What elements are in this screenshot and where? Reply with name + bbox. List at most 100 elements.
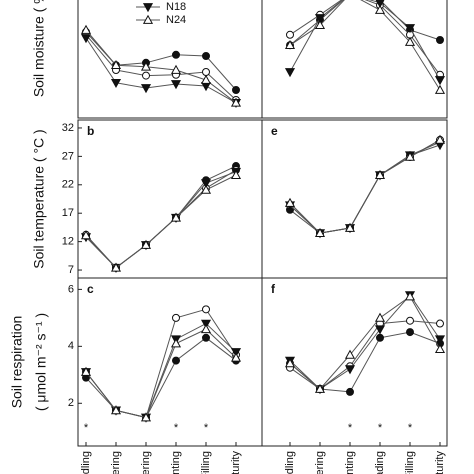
marker — [286, 30, 294, 39]
y-tick-label: 22 — [62, 179, 74, 191]
marker — [374, 169, 386, 179]
series-line — [289, 144, 441, 234]
y-axis-label: Soil temperature ( °C ) — [31, 129, 47, 268]
marker — [200, 324, 212, 334]
panel-letter: c — [87, 282, 94, 296]
marker — [374, 4, 386, 14]
x-tick-label: Heading — [374, 451, 386, 474]
panel-frame — [77, 119, 263, 279]
marker — [230, 169, 242, 179]
panel-letter: b — [87, 124, 94, 138]
marker — [404, 151, 416, 161]
marker — [314, 19, 326, 30]
y-tick-label: 4 — [68, 340, 74, 352]
significance-star: * — [378, 422, 383, 434]
marker — [110, 405, 122, 415]
marker — [142, 3, 154, 13]
marker — [434, 76, 446, 86]
marker — [202, 68, 210, 76]
x-tick-label: Tillering — [314, 451, 326, 474]
marker — [172, 313, 180, 322]
series-line — [85, 174, 237, 269]
panel-frame — [261, 0, 448, 119]
panel-letter: e — [271, 124, 278, 138]
x-tick-label: Jointing — [170, 451, 182, 474]
series-line — [85, 29, 237, 104]
marker — [434, 84, 446, 94]
series-line — [289, 320, 441, 390]
marker — [140, 412, 152, 422]
marker — [110, 262, 122, 272]
series-line — [289, 0, 441, 91]
y-tick-label: 7 — [68, 264, 74, 276]
marker — [436, 36, 444, 44]
significance-star: * — [348, 422, 353, 434]
marker — [284, 68, 296, 78]
y-axis-label: Soil moisture ( % ) — [31, 0, 47, 97]
marker — [404, 36, 416, 46]
series-line — [85, 37, 237, 104]
marker — [230, 97, 242, 107]
marker — [374, 312, 386, 322]
marker — [375, 0, 385, 9]
series-line — [85, 165, 237, 269]
x-tick-label: Filling — [404, 451, 416, 474]
marker — [284, 197, 296, 207]
marker — [80, 34, 92, 44]
series-line — [85, 328, 237, 419]
y-tick-label: 32 — [62, 122, 74, 134]
marker — [284, 358, 296, 368]
series-line — [289, 139, 441, 234]
marker — [80, 366, 92, 376]
y-tick-label: 12 — [62, 236, 74, 248]
marker — [346, 387, 354, 396]
marker — [110, 59, 122, 70]
marker — [140, 84, 152, 94]
marker — [200, 74, 212, 84]
marker — [344, 365, 356, 375]
marker — [170, 64, 182, 74]
x-tick-label: Seedling — [80, 451, 92, 474]
y-tick-label: 2 — [68, 397, 74, 409]
marker — [230, 352, 242, 362]
series-line — [85, 34, 237, 101]
marker — [140, 239, 152, 249]
marker — [200, 179, 212, 189]
series-line — [289, 295, 441, 390]
legend-label: N24 — [166, 14, 186, 26]
marker — [170, 212, 182, 222]
panel-frame — [261, 277, 448, 447]
series-line — [85, 322, 237, 419]
y-tick-label: 17 — [62, 207, 74, 219]
significance-star: * — [84, 422, 89, 434]
x-tick-label: Jointing — [344, 451, 356, 474]
marker — [376, 333, 384, 342]
marker — [434, 335, 446, 345]
x-tick-label: Filling — [200, 451, 212, 474]
significance-star: * — [204, 422, 209, 434]
significance-star: * — [174, 422, 179, 434]
marker — [202, 333, 210, 342]
marker — [344, 222, 356, 232]
marker — [202, 52, 210, 60]
marker — [170, 80, 182, 90]
marker — [434, 343, 446, 354]
x-tick-label: Wintering — [110, 451, 122, 474]
y-tick-label: 6 — [68, 283, 74, 295]
marker — [314, 14, 326, 24]
x-tick-label: Maturity — [434, 451, 446, 474]
series-line — [289, 0, 441, 81]
marker — [200, 319, 212, 329]
y-axis-label: ( μmol m⁻² s⁻¹ ) — [33, 313, 49, 411]
marker — [202, 305, 210, 314]
marker — [374, 325, 386, 335]
marker — [406, 316, 414, 325]
series-line — [289, 0, 441, 76]
marker — [406, 328, 414, 337]
marker — [436, 319, 444, 328]
x-tick-label: Tillering — [140, 451, 152, 474]
marker — [110, 78, 122, 89]
y-tick-label: 27 — [62, 150, 74, 162]
marker — [344, 349, 356, 359]
